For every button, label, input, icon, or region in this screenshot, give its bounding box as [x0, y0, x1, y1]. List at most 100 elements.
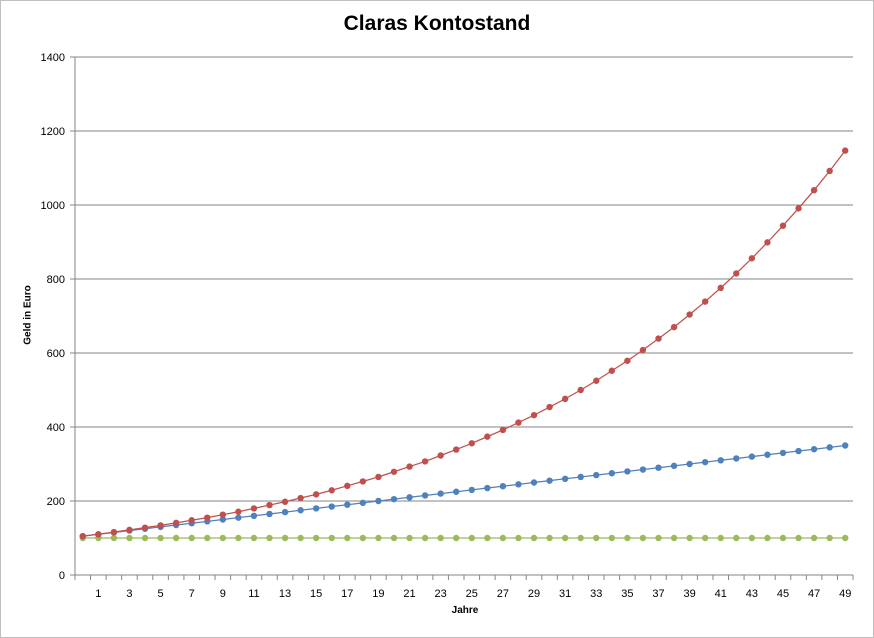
series-2-point: [266, 534, 273, 542]
x-tick-label: 7: [189, 588, 195, 600]
x-axis-label: Jahre: [451, 605, 479, 616]
series-0-point: [328, 487, 335, 494]
series-0-point: [437, 452, 444, 459]
series-0-point: [733, 270, 740, 277]
series-1-point: [842, 442, 849, 449]
series-0-point: [375, 473, 382, 481]
series-2-point: [810, 534, 818, 542]
series-2-point: [577, 534, 584, 542]
series-2-point: [701, 534, 709, 542]
series-1-point: [810, 446, 818, 453]
series-2-point: [842, 534, 849, 542]
series-0-point: [546, 403, 553, 411]
series-1-point: [608, 470, 616, 477]
y-tick-label: 200: [47, 496, 65, 508]
series-0-point: [499, 426, 507, 434]
series-1-point: [359, 499, 367, 507]
series-0-point: [390, 468, 398, 475]
series-0-point: [95, 531, 102, 538]
series-0-point: [110, 528, 118, 536]
series-0-point: [453, 446, 460, 453]
series-0-point: [235, 508, 242, 515]
series-line-0: [82, 150, 846, 537]
series-2-point: [515, 534, 522, 542]
series-2-point: [359, 534, 367, 542]
series-2-point: [110, 534, 118, 542]
series-1-point: [266, 510, 273, 518]
x-tick-label: 45: [777, 588, 789, 600]
series-1-point: [686, 460, 693, 468]
series-2-point: [157, 534, 164, 542]
series-2-point: [126, 534, 133, 542]
x-tick-label: 25: [466, 588, 478, 600]
series-2-point: [717, 534, 724, 542]
series-0-point: [515, 419, 522, 426]
series-2-point: [624, 534, 631, 542]
series-1-point: [717, 457, 724, 464]
series-2-point: [141, 534, 149, 542]
series-0-point: [266, 501, 273, 509]
series-1-point: [390, 495, 398, 503]
series-1-point: [733, 455, 740, 462]
series-0-point: [188, 517, 195, 524]
series-2-point: [204, 534, 211, 542]
series-2-point: [219, 534, 227, 542]
x-tick-label: 1: [95, 588, 101, 600]
series-0-point: [795, 205, 802, 212]
x-tick-label: 49: [839, 588, 851, 600]
x-tick-label: 17: [341, 588, 353, 600]
series-1-point: [593, 471, 600, 479]
series-1-point: [235, 514, 242, 521]
x-tick-label: 9: [220, 588, 226, 600]
series-2-point: [328, 534, 335, 542]
series-2-point: [437, 534, 444, 542]
series-1-point: [219, 516, 227, 523]
series-0-point: [810, 187, 818, 194]
series-1-point: [748, 453, 756, 460]
series-2-point: [406, 534, 413, 542]
series-1-point: [515, 481, 522, 488]
x-tick-label: 33: [590, 588, 602, 600]
series-1-point: [468, 486, 475, 494]
series-2-point: [686, 534, 693, 542]
series-0-point: [406, 463, 413, 470]
series-0-point: [748, 255, 756, 262]
x-tick-label: 39: [683, 588, 695, 600]
series-2-point: [375, 534, 382, 542]
series-0-point: [624, 357, 631, 364]
series-0-point: [421, 458, 429, 465]
series-0-point: [141, 524, 149, 531]
series-0-point: [281, 498, 289, 505]
series-1-point: [764, 451, 771, 458]
series-2-point: [608, 534, 616, 542]
series-1-point: [421, 492, 429, 499]
series-2-point: [499, 534, 507, 542]
series-0-point: [172, 519, 180, 527]
series-2-point: [484, 534, 491, 542]
series-1-point: [530, 479, 538, 486]
x-tick-label: 31: [559, 588, 571, 600]
series-2-point: [421, 534, 429, 542]
series-0-point: [219, 511, 227, 518]
y-tick-label: 1200: [41, 126, 65, 138]
series-2-point: [639, 534, 647, 542]
y-tick-label: 1000: [41, 200, 65, 212]
series-0-point: [608, 367, 616, 374]
series-2-point: [764, 534, 771, 542]
x-tick-label: 13: [279, 588, 291, 600]
series-1-point: [546, 477, 553, 484]
series-1-point: [701, 458, 709, 466]
series-0-point: [639, 346, 647, 354]
series-2-point: [188, 534, 195, 542]
series-1-point: [312, 505, 320, 512]
series-2-point: [453, 534, 460, 542]
x-tick-label: 43: [746, 588, 758, 600]
series-1-point: [375, 497, 382, 505]
series-0-point: [204, 514, 211, 521]
x-tick-label: 35: [621, 588, 633, 600]
series-2-point: [670, 534, 678, 542]
series-1-point: [281, 508, 289, 516]
series-2-point: [530, 534, 538, 542]
x-tick-label: 5: [158, 588, 164, 600]
